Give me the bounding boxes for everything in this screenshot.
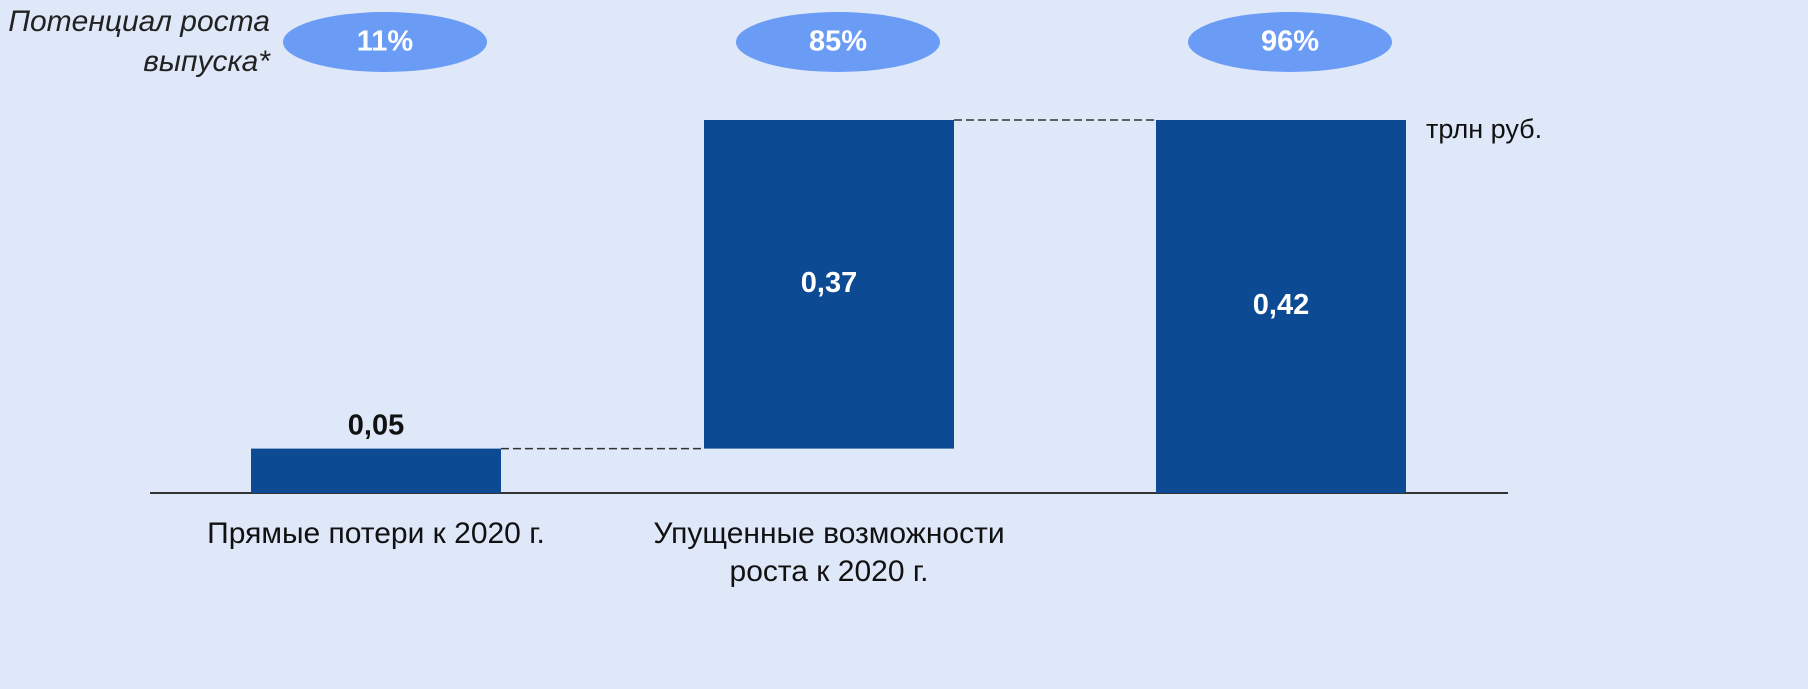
growth-note: Потенциал роста выпуска* <box>8 5 270 78</box>
bar <box>251 448 501 493</box>
value-label: 0,42 <box>1253 289 1309 321</box>
growth-label: 85% <box>809 26 867 58</box>
bar <box>1156 120 1406 493</box>
x-tick-label: Упущенные возможности роста к 2020 г. <box>653 517 1005 588</box>
growth-label: 96% <box>1261 26 1319 58</box>
growth-bubble <box>1188 12 1392 72</box>
bar <box>704 120 954 449</box>
growth-bubble <box>283 12 487 72</box>
growth-bubble <box>736 12 940 72</box>
x-tick-label: Прямые потери к 2020 г. <box>207 517 545 550</box>
value-label: 0,05 <box>348 409 404 441</box>
value-label: 0,37 <box>801 267 857 299</box>
growth-label: 11% <box>357 26 414 58</box>
unit-label: трлн руб. <box>1426 114 1543 144</box>
